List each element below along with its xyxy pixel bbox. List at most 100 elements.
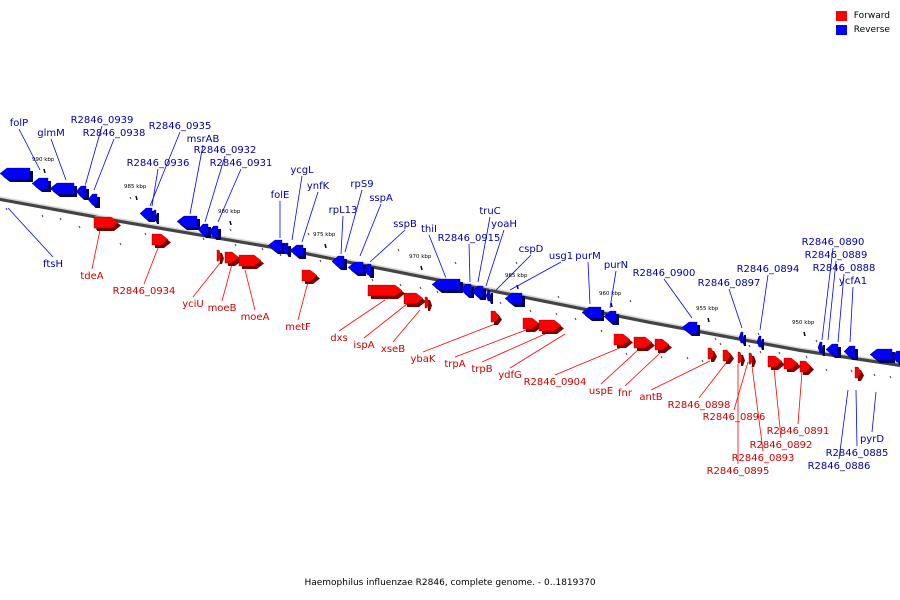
forward-gene-label: R2846_0891 [767,426,830,437]
tick-mark [610,302,613,308]
tick-mark [420,265,423,271]
gene-highlight [634,335,648,337]
minor-tick [574,317,577,321]
minor-tick [719,342,722,346]
forward-gene-label: ybaK [411,354,436,365]
gene-body [892,350,900,363]
gene-body [707,347,715,360]
gene-body [603,310,617,323]
forward-gene-arrow [854,365,864,381]
minor-tick [701,359,704,363]
gene-highlight [539,318,557,320]
gene-body [208,225,219,238]
forward-gene-arrow [151,232,171,248]
reverse-gene-arrow [49,181,77,197]
reverse-gene-arrow [471,284,486,300]
gene-highlight [239,253,257,255]
minor-tick [419,286,422,290]
gene-highlight [523,316,535,318]
forward-gene-arrow [767,354,785,370]
reverse-gene-label: R2846_0890 [802,237,865,248]
reverse-leader-line [609,270,617,309]
minor-tick [454,261,457,265]
reverse-gene-arrow [603,309,619,325]
reverse-leader-line [838,389,849,460]
gene-highlight [7,166,33,168]
gene-body [748,352,754,365]
tick-label: 980 kbp [218,209,241,215]
reverse-gene-arrow [151,208,159,224]
reverse-leader-line [359,203,382,257]
reverse-leader-line [204,155,226,223]
tick-label: 955 kbp [696,306,719,312]
gene-body [238,254,262,267]
reverse-gene-label: usg1 [549,251,573,262]
reverse-gene-arrow [282,241,291,257]
tick-label: 960 kbp [599,291,622,297]
gene-body [363,263,372,276]
forward-gene-label: trpA [444,359,465,370]
forward-gene-arrow [633,335,655,351]
reverse-gene-arrow [0,166,33,182]
gene-highlight [723,348,730,350]
minor-tick [397,248,400,252]
forward-leader-line [454,329,527,358]
reverse-leader-line [485,229,505,287]
reverse-gene-label: rpS9 [350,179,373,190]
gene-body [93,216,119,229]
gene-highlight [57,181,77,183]
forward-leader-line [481,333,546,363]
gene-highlight [466,282,474,284]
gene-body [87,193,98,206]
forward-leader-line [650,360,711,391]
reverse-leader-line [50,138,67,181]
gene-highlight [614,332,626,334]
forward-gene-arrow [613,332,633,348]
forward-leader-line [422,323,496,353]
reverse-gene-label: R2846_0931 [210,158,273,169]
gene-body [403,292,424,305]
gene-body [581,306,602,319]
minor-tick [889,375,892,379]
reverse-leader-line [189,144,204,215]
reverse-gene-arrow [267,238,285,254]
forward-leader-line [221,263,233,302]
minor-tick [261,247,264,251]
gene-body [633,336,653,349]
forward-gene-arrow [522,316,542,332]
minor-tick [757,332,760,336]
forward-gene-arrow [403,291,426,307]
forward-gene-label: R2846_0895 [707,466,770,477]
reverse-leader-line [18,128,41,171]
reverse-gene-arrow [485,288,493,304]
gene-highlight [184,214,200,216]
gene-body [431,278,461,291]
gene-highlight [832,342,841,344]
reverse-gene-arrow [869,347,895,363]
minor-tick [805,355,808,359]
forward-gene-arrow [490,309,502,325]
tick-mark [324,243,327,249]
reverse-leader-line [84,125,103,187]
tick-mark [707,317,710,323]
tick-label: 950 kbp [792,320,815,326]
gene-body [471,285,484,298]
reverse-gene-label: sspB [393,219,417,230]
gene-body [75,185,87,198]
gene-body [738,331,744,344]
gene-body [854,366,862,379]
minor-tick [319,259,322,263]
gene-body [504,292,523,305]
minor-tick [41,214,44,218]
gene-body [289,244,304,257]
forward-leader-line [509,333,566,369]
gene-body [869,348,893,361]
minor-tick [95,227,98,231]
reverse-gene-label: R2846_0938 [83,128,146,139]
forward-gene-label: ydfG [498,370,522,381]
reverse-gene-label: R2846_0888 [813,263,876,274]
reverse-gene-label: R2846_0886 [808,461,871,472]
forward-gene-label: trpB [471,364,492,375]
minor-tick [778,351,781,355]
gene-body [176,215,198,228]
